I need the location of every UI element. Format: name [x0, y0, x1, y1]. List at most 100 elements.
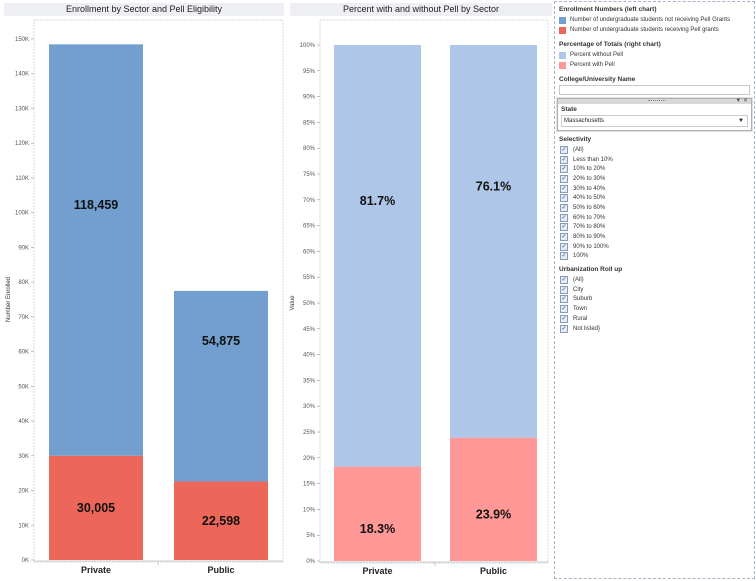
selectivity-option[interactable]: ✓ Less than 10% — [560, 155, 754, 165]
bar-segment-private-pell[interactable] — [49, 455, 143, 560]
legend-item-not-pell-pct[interactable]: Percent without Pell — [559, 50, 754, 60]
y-tick-label: 100% — [300, 43, 316, 49]
urbanization-filter-label: Urbanization Roll up — [559, 266, 623, 274]
checkbox-label: 40% to 50% — [573, 195, 606, 202]
state-filter-drag-handle[interactable]: ▼ ✕ — [558, 98, 751, 104]
selectivity-option[interactable]: ✓ 10% to 20% — [560, 164, 754, 174]
urbanization-option[interactable]: ✓ Suburb — [560, 295, 754, 305]
urbanization-option[interactable]: ✓ City — [560, 285, 754, 295]
selectivity-option[interactable]: ✓ 90% to 100% — [560, 242, 754, 252]
percent-chart-panel: Percent with and without Pell by Sector … — [286, 0, 552, 581]
selectivity-option[interactable]: ✓ 100% — [560, 252, 754, 262]
data-label: 54,875 — [202, 334, 240, 348]
checkbox-label: 60% to 70% — [573, 214, 606, 221]
y-tick-label: 85% — [303, 120, 316, 126]
urbanization-option[interactable]: ✓ Not listed} — [560, 324, 754, 334]
checkbox[interactable]: ✓ — [560, 155, 568, 164]
checkbox-label: City — [573, 286, 584, 293]
y-tick-label: 35% — [303, 378, 316, 384]
college-name-input[interactable] — [559, 85, 750, 95]
college-filter-label: College/University Name — [559, 76, 636, 83]
selectivity-option[interactable]: ✓ 50% to 60% — [560, 203, 754, 213]
selectivity-option[interactable]: ✓ 80% to 90% — [560, 232, 754, 242]
checkbox[interactable]: ✓ — [560, 174, 568, 183]
bar-segment-public-not-pell[interactable] — [174, 290, 268, 482]
y-tick-label: 65% — [303, 224, 316, 230]
y-tick-label: 130K — [15, 106, 29, 112]
y-tick-label: 110K — [15, 176, 29, 182]
selectivity-option[interactable]: ✓ (All) — [560, 145, 754, 155]
legend-item-not-pell-count[interactable]: Number of undergraduate students not rec… — [559, 15, 754, 25]
checkbox[interactable]: ✓ — [560, 314, 568, 323]
x-category-label: Public — [207, 565, 234, 575]
data-label: 30,005 — [77, 501, 115, 515]
y-tick-label: 30% — [303, 404, 316, 410]
y-tick-label: 50K — [18, 384, 29, 390]
enrollment-legend-title: Enrollment Numbers (left chart) — [559, 6, 657, 13]
selectivity-option[interactable]: ✓ 20% to 30% — [560, 174, 754, 184]
enrollment-chart-panel: Enrollment by Sector and Pell Eligibilit… — [0, 0, 284, 581]
bar-segment-private-not-pell[interactable] — [334, 45, 421, 467]
data-label: 81.7% — [360, 194, 395, 208]
y-tick-label: 10K — [18, 523, 29, 529]
checkbox[interactable]: ✓ — [560, 276, 568, 285]
checkbox-label: 10% to 20% — [573, 166, 606, 173]
data-label: 22,598 — [202, 514, 240, 528]
checkbox[interactable]: ✓ — [560, 223, 568, 232]
legend-filter-panel: Enrollment Numbers (left chart) Number o… — [554, 1, 755, 579]
checkbox[interactable]: ✓ — [560, 145, 568, 154]
bar-segment-public-not-pell[interactable] — [450, 45, 537, 438]
selectivity-option[interactable]: ✓ 40% to 50% — [560, 193, 754, 203]
y-tick-label: 95% — [303, 69, 316, 75]
checkbox[interactable]: ✓ — [560, 184, 568, 193]
state-filter: ▼ ✕ State Massachusetts ▼ — [557, 98, 752, 131]
selectivity-option[interactable]: ✓ 60% to 70% — [560, 213, 754, 223]
urbanization-option[interactable]: ✓ Town — [560, 304, 754, 314]
checkbox[interactable]: ✓ — [560, 213, 568, 222]
enrollment-chart: 0K 10K 20K 30K 40K 50K 60K 70K 80K 90K 100K 110K 120… — [6, 19, 284, 575]
selectivity-checkbox-list: ✓ (All) ✓ Less than 10% ✓ 10% to 20% ✓ 20% to 3… — [555, 145, 754, 261]
bar-segment-public-pell[interactable] — [174, 481, 268, 560]
legend-label: Number of undergraduate students not rec… — [570, 17, 731, 23]
bar-segment-private-not-pell[interactable] — [49, 44, 143, 456]
checkbox[interactable]: ✓ — [560, 194, 568, 203]
selectivity-filter-label: Selectivity — [559, 136, 592, 143]
state-filter-controls[interactable]: ▼ ✕ — [735, 98, 748, 104]
selectivity-option[interactable]: ✓ 30% to 40% — [560, 184, 754, 194]
y-tick-label: 15% — [303, 482, 316, 488]
checkbox[interactable]: ✓ — [560, 324, 568, 333]
checkbox[interactable]: ✓ — [560, 233, 568, 242]
checkbox[interactable]: ✓ — [560, 242, 568, 251]
checkbox[interactable]: ✓ — [560, 165, 568, 174]
bar-segment-public-pell[interactable] — [450, 437, 537, 561]
urbanization-option[interactable]: ✓ (All) — [560, 275, 754, 285]
y-tick-label: 30K — [18, 454, 29, 460]
y-tick-label: 150K — [15, 37, 29, 43]
checkbox[interactable]: ✓ — [560, 295, 568, 304]
y-tick-label: 50% — [303, 301, 316, 307]
y-tick-label: 140K — [15, 72, 29, 78]
legend-item-pell-pct[interactable]: Percent with Pell — [559, 60, 754, 70]
checkbox[interactable]: ✓ — [560, 285, 568, 294]
data-label: 76.1% — [476, 179, 511, 193]
legend-swatch — [559, 26, 566, 34]
selectivity-option[interactable]: ✓ 70% to 80% — [560, 223, 754, 233]
state-select-value: Massachusetts — [564, 118, 605, 124]
y-tick-label: 75% — [303, 172, 316, 178]
bar-segment-private-pell[interactable] — [334, 466, 421, 561]
checkbox-label: 100% — [573, 253, 589, 260]
x-category-label: Private — [81, 565, 111, 575]
urbanization-option[interactable]: ✓ Rural — [560, 314, 754, 324]
data-label: 23.9% — [476, 507, 511, 521]
state-select[interactable]: Massachusetts ▼ — [561, 115, 748, 127]
state-filter-label: State — [561, 106, 577, 113]
checkbox[interactable]: ✓ — [560, 305, 568, 314]
checkbox[interactable]: ✓ — [560, 203, 568, 212]
checkbox[interactable]: ✓ — [560, 252, 568, 261]
checkbox-label: 30% to 40% — [573, 185, 606, 192]
y-tick-label: 0% — [306, 559, 315, 565]
checkbox-label: 50% to 60% — [573, 204, 606, 211]
legend-item-pell-count[interactable]: Number of undergraduate students receivi… — [559, 25, 754, 35]
y-tick-label: 90K — [18, 245, 29, 251]
y-tick-label: 100K — [15, 211, 29, 217]
